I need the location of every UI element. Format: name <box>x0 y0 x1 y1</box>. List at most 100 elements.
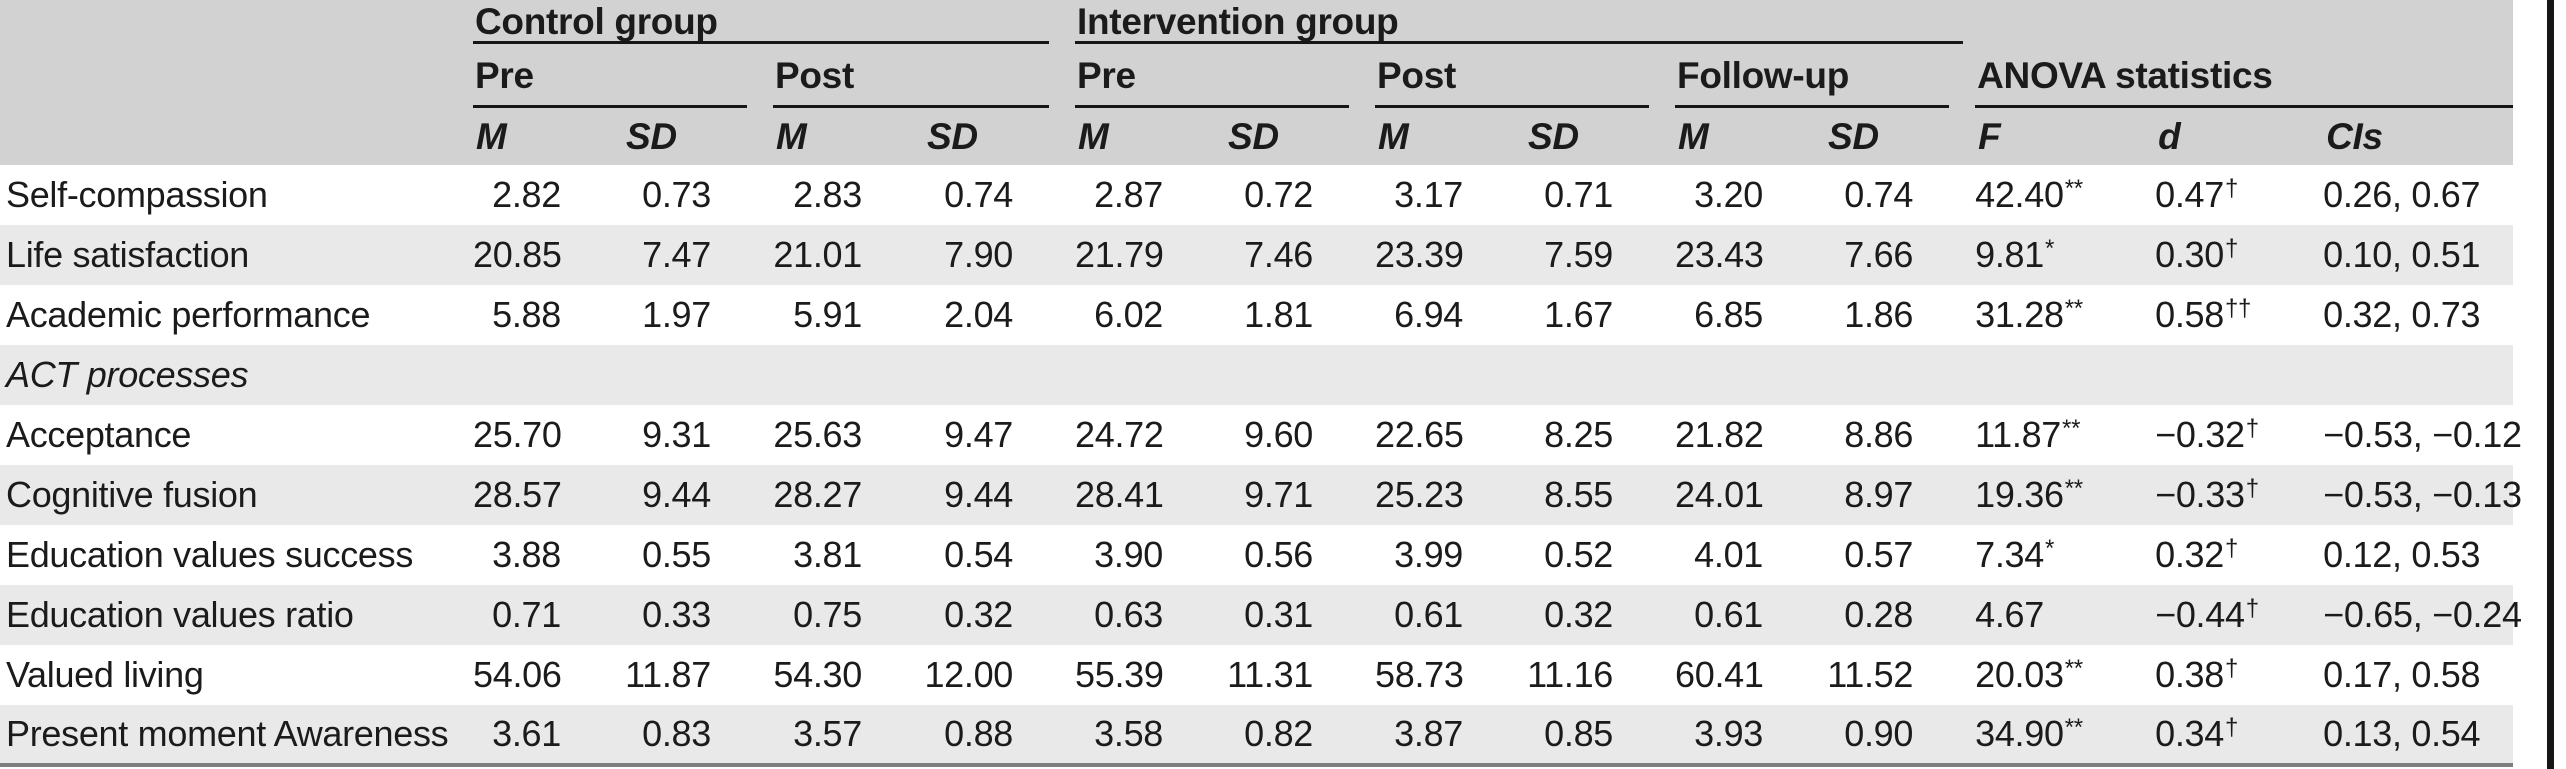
cell-value: 7.34 <box>1975 534 2044 575</box>
col-header-cis: CIs <box>2323 108 2514 165</box>
table-cell <box>1225 345 1375 405</box>
table-cell: 28.27 <box>773 474 862 515</box>
table-cell: 12.00 <box>924 654 1014 695</box>
significance-marker: ** <box>2064 475 2083 503</box>
table-cell: 2.87 <box>1094 174 1164 215</box>
table-cell <box>1525 345 1675 405</box>
row-label: Valued living <box>6 654 204 695</box>
significance-marker: ** <box>2062 415 2081 443</box>
subgroup-header-row: Pre Post Pre Post Follow-up ANOVA statis… <box>0 44 2514 108</box>
col-header-m: M <box>1075 108 1226 165</box>
table-row: Valued living 54.06 11.87 54.30 12.00 55.39 11… <box>0 645 2514 705</box>
group-label: Control group <box>475 1 718 42</box>
cell-value: 0.32 <box>2155 534 2224 575</box>
table-header: Control group Intervention group Pre Pos… <box>0 0 2514 165</box>
table-cell: 4.67 <box>1975 585 2155 645</box>
table-cell: −0.65, −0.24 <box>2323 594 2522 635</box>
cell-value: 19.36 <box>1975 474 2064 515</box>
table-cell: −0.32† <box>2155 405 2323 465</box>
table-cell <box>1375 345 1525 405</box>
subgroup-label: Pre <box>1077 55 1136 96</box>
row-label: Self-compassion <box>6 174 268 215</box>
table-cell: 6.94 <box>1394 294 1464 335</box>
table-cell: 25.23 <box>1375 474 1464 515</box>
table-row: Education values ratio 0.71 0.33 0.75 0.32 0.… <box>0 585 2522 645</box>
corner-cell <box>0 44 473 108</box>
table-cell: 55.39 <box>1075 654 1164 695</box>
table-cell: 21.79 <box>1075 234 1164 275</box>
table-cell: 34.90** <box>1975 705 2155 765</box>
table-cell: 28.57 <box>473 474 562 515</box>
cell-value: 0.47 <box>2155 174 2224 215</box>
cell-value: 9.81 <box>1975 234 2044 275</box>
cell-value: 11.87 <box>1975 414 2062 455</box>
col-header-sd: SD <box>1225 108 1376 165</box>
table-row: Life satisfaction 20.85 7.47 21.01 7.90 21.79… <box>0 225 2514 285</box>
spanner-rule <box>1075 41 1964 44</box>
table-cell: 0.33 <box>642 594 711 635</box>
table-cell: 3.81 <box>793 534 862 575</box>
table-row: Academic performance 5.88 1.97 5.91 2.04 6.02… <box>0 285 2514 345</box>
table-cell <box>1675 345 1825 405</box>
significance-marker: † <box>2224 714 2239 742</box>
table-cell: 9.60 <box>1244 414 1314 455</box>
table-cell: 7.34* <box>1975 525 2155 585</box>
subgroup-label: Post <box>775 55 854 96</box>
table-cell <box>1825 345 1975 405</box>
cell-value: 0.30 <box>2155 234 2224 275</box>
table-cell: 24.01 <box>1675 474 1764 515</box>
group-header-control: Control group <box>473 0 1076 44</box>
table-cell: 58.73 <box>1375 654 1464 695</box>
row-label: Acceptance <box>6 414 192 455</box>
significance-marker: ** <box>2064 714 2083 742</box>
significance-marker: ** <box>2064 295 2083 323</box>
table-cell: 0.74 <box>1844 174 1914 215</box>
subgroup-label: ANOVA statistics <box>1977 55 2273 96</box>
table-cell: −0.53, −0.12 <box>2323 414 2522 455</box>
table-cell: 0.47† <box>2155 165 2323 225</box>
table-row: Education values success 3.88 0.55 3.81 0.54… <box>0 525 2514 585</box>
significance-marker: † <box>2224 655 2239 683</box>
table-cell: 8.86 <box>1844 414 1914 455</box>
significance-marker: † <box>2245 415 2259 443</box>
cell-value: 0.34 <box>2155 713 2224 754</box>
table-cell: 21.01 <box>773 234 862 275</box>
cell-value: −0.32 <box>2155 414 2245 455</box>
spanner-rule <box>473 41 1050 44</box>
section-row: ACT processes <box>0 345 2514 405</box>
col-header-sd: SD <box>623 108 773 165</box>
table-cell: 0.32 <box>1544 594 1614 635</box>
table-cell: −0.33† <box>2155 465 2323 525</box>
table-cell: 31.28** <box>1975 285 2155 345</box>
table-row: Self-compassion 2.82 0.73 2.83 0.74 2.87 0.72 3… <box>0 165 2514 225</box>
col-header-sd: SD <box>924 108 1076 165</box>
table-cell: 3.93 <box>1694 713 1764 754</box>
table-cell: 0.61 <box>1694 594 1764 635</box>
table-cell: 11.87** <box>1975 405 2155 465</box>
table-cell: 11.31 <box>1227 654 1314 695</box>
table-cell: 3.87 <box>1394 713 1464 754</box>
table-cell: 42.40** <box>1975 165 2155 225</box>
group-label: Intervention group <box>1077 1 1399 42</box>
table-body: Self-compassion 2.82 0.73 2.83 0.74 2.87 0.72 3… <box>0 165 2522 765</box>
table-cell: 9.44 <box>944 474 1014 515</box>
group-header-intervention: Intervention group <box>1075 0 1976 44</box>
table-cell: 54.06 <box>473 654 562 695</box>
table-cell: 0.31 <box>1244 594 1314 635</box>
group-header-spacer <box>1975 0 2514 44</box>
significance-marker: † <box>2245 475 2259 503</box>
table-cell: 0.58†† <box>2155 285 2323 345</box>
table-cell: 7.90 <box>944 234 1014 275</box>
row-label: Present moment Awareness <box>6 713 449 754</box>
table-cell: 25.70 <box>473 414 562 455</box>
significance-marker: †† <box>2224 295 2252 323</box>
table-cell: 2.82 <box>492 174 561 215</box>
table-cell: 5.88 <box>492 294 561 335</box>
subgroup-label: Post <box>1377 55 1457 96</box>
subgroup-control-post: Post <box>773 44 1076 108</box>
subgroup-label: Follow-up <box>1677 55 1849 96</box>
page-edge-rule <box>2547 0 2554 769</box>
table-cell: 8.55 <box>1544 474 1614 515</box>
table-cell: 21.82 <box>1675 414 1764 455</box>
col-header-d: d <box>2155 108 2324 165</box>
